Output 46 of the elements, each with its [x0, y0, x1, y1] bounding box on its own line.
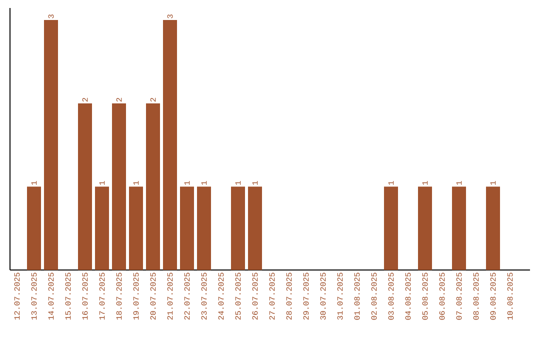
x-tick-label: 15.07.2025: [65, 272, 71, 320]
x-tick-label: 26.07.2025: [252, 272, 258, 320]
x-tick-label: 05.08.2025: [422, 272, 428, 320]
x-tick-label: 06.08.2025: [439, 272, 445, 320]
x-tick-label: 25.07.2025: [235, 272, 241, 320]
data-label: 1: [133, 181, 139, 185]
data-label: 1: [456, 181, 462, 185]
data-label: 1: [490, 181, 496, 185]
x-tick-label: 27.07.2025: [269, 272, 275, 320]
x-tick-label: 16.07.2025: [82, 272, 88, 320]
x-tick-label: 29.07.2025: [303, 272, 309, 320]
data-label: 2: [116, 98, 122, 102]
x-tick-label: 17.07.2025: [99, 272, 105, 320]
data-label: 1: [201, 181, 207, 185]
x-tick-label: 13.07.2025: [31, 272, 37, 320]
data-label: 1: [31, 181, 37, 185]
data-label: 2: [150, 98, 156, 102]
x-tick-label: 31.07.2025: [337, 272, 343, 320]
data-label: 1: [388, 181, 394, 185]
x-tick-label: 07.08.2025: [456, 272, 462, 320]
x-tick-label: 08.08.2025: [473, 272, 479, 320]
x-tick-label: 23.07.2025: [201, 272, 207, 320]
data-label: 3: [167, 14, 173, 18]
x-tick-label: 28.07.2025: [286, 272, 292, 320]
data-label: 3: [48, 14, 54, 18]
x-tick-label: 30.07.2025: [320, 272, 326, 320]
x-tick-label: 03.08.2025: [388, 272, 394, 320]
x-tick-label: 24.07.2025: [218, 272, 224, 320]
x-tick-label: 18.07.2025: [116, 272, 122, 320]
x-tick-label: 21.07.2025: [167, 272, 173, 320]
x-tick-label: 04.08.2025: [405, 272, 411, 320]
data-label: 1: [184, 181, 190, 185]
data-label: 1: [99, 181, 105, 185]
x-tick-label: 02.08.2025: [371, 272, 377, 320]
x-tick-label: 14.07.2025: [48, 272, 54, 320]
x-tick-label: 19.07.2025: [133, 272, 139, 320]
x-tick-label: 12.07.2025: [14, 272, 20, 320]
x-tick-label: 09.08.2025: [490, 272, 496, 320]
data-label: 1: [235, 181, 241, 185]
x-tick-label: 22.07.2025: [184, 272, 190, 320]
data-label: 2: [82, 98, 88, 102]
x-tick-label: 20.07.2025: [150, 272, 156, 320]
x-tick-label: 10.08.2025: [507, 272, 513, 320]
data-label: 1: [252, 181, 258, 185]
x-tick-label: 01.08.2025: [354, 272, 360, 320]
data-label: 1: [422, 181, 428, 185]
